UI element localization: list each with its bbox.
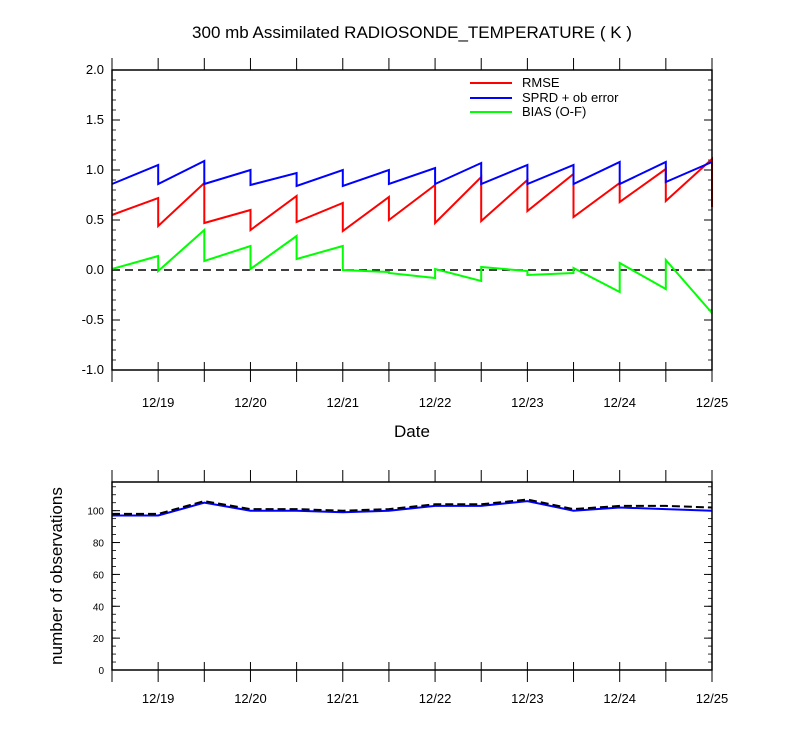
series-line-observations-possible xyxy=(112,498,713,515)
chart-title: 300 mb Assimilated RADIOSONDE_TEMPERATUR… xyxy=(192,23,632,42)
y-tick-label: 0.0 xyxy=(86,262,104,277)
x-tick-label: 12/20 xyxy=(234,395,267,410)
x-tick-label: 12/21 xyxy=(326,395,359,410)
bottom-chart: 0 20 40 60 80 100 12/19 12/20 12/21 12/22 12/23 12… xyxy=(47,470,728,706)
legend-label-bias: BIAS (O-F) xyxy=(522,104,586,119)
x-tick-label: 12/23 xyxy=(511,395,544,410)
bottom-plot-frame xyxy=(111,481,713,671)
legend: RMSE SPRD + ob error BIAS (O-F) xyxy=(470,75,619,119)
x-tick-label: 12/25 xyxy=(696,395,729,410)
y-tick-label: 60 xyxy=(93,570,105,581)
x-axis-title: Date xyxy=(394,422,430,441)
x-tick-label: 12/23 xyxy=(511,691,544,706)
y-tick-label: 0 xyxy=(98,666,104,677)
series-line-rmse xyxy=(111,156,713,233)
x-tick-label: 12/24 xyxy=(603,691,636,706)
y-axis-title: number of observations xyxy=(47,487,66,665)
x-tick-label: 12/21 xyxy=(326,691,359,706)
y-tick-label: 0.5 xyxy=(86,212,104,227)
y-tick-label: 20 xyxy=(93,634,105,645)
y-tick-label: 40 xyxy=(93,602,105,613)
x-tick-label: 12/20 xyxy=(234,691,267,706)
top-plot-frame xyxy=(111,69,713,371)
top-chart: 300 mb Assimilated RADIOSONDE_TEMPERATUR… xyxy=(82,23,729,441)
x-tick-label: 12/24 xyxy=(603,395,636,410)
y-tick-label: -1.0 xyxy=(82,362,104,377)
series-line-sprd-ob-error xyxy=(111,159,713,188)
y-tick-label: 100 xyxy=(87,507,104,518)
x-tick-label: 12/19 xyxy=(142,395,175,410)
legend-label-rmse: RMSE xyxy=(522,75,560,90)
x-tick-label: 12/25 xyxy=(696,691,729,706)
y-tick-label: 2.0 xyxy=(86,62,104,77)
series-line-observations-used xyxy=(112,500,713,517)
x-tick-label: 12/22 xyxy=(419,691,452,706)
x-tick-label: 12/19 xyxy=(142,691,175,706)
x-tick-label: 12/22 xyxy=(419,395,452,410)
y-tick-label: 80 xyxy=(93,539,105,550)
legend-label-sprd: SPRD + ob error xyxy=(522,90,619,105)
y-tick-label: 1.5 xyxy=(86,112,104,127)
y-tick-label: -0.5 xyxy=(82,312,104,327)
y-tick-label: 1.0 xyxy=(86,162,104,177)
series-line-bias-o-f- xyxy=(111,227,713,314)
